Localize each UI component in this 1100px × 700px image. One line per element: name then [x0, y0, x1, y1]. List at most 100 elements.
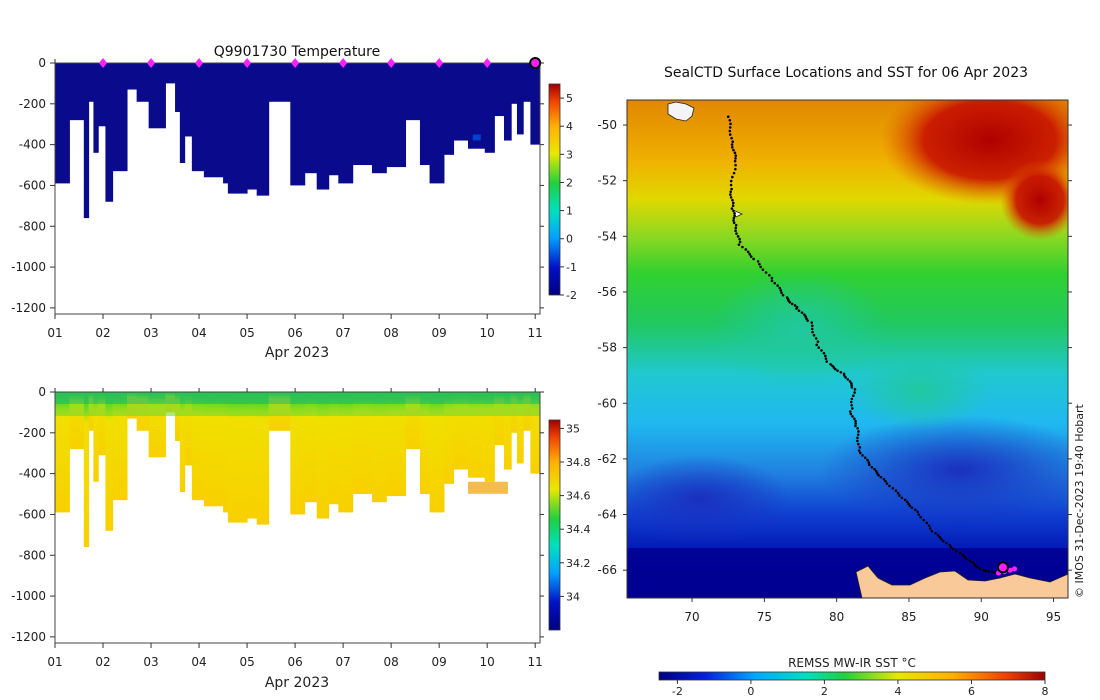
track-point [896, 491, 900, 495]
track-point [882, 477, 886, 481]
track-point [806, 319, 809, 322]
track-point [758, 262, 761, 266]
profile-column [223, 63, 229, 184]
sst-colorbar-tick-label: 6 [968, 685, 975, 698]
track-point [817, 346, 821, 349]
profile-column [523, 63, 531, 102]
track-point [844, 376, 847, 379]
x-tick-label: 06 [287, 655, 302, 669]
subsurface-layer [55, 404, 540, 416]
track-point [795, 307, 798, 310]
track-point [730, 187, 733, 191]
track-point [815, 343, 819, 347]
track-point [903, 498, 907, 502]
track-point [894, 489, 898, 492]
track-point [836, 369, 839, 372]
sst-colorbar-tick-label: -2 [672, 685, 683, 698]
x-tick-label: 03 [143, 326, 158, 340]
track-point [877, 473, 880, 477]
track-point [990, 570, 994, 574]
profile-column [227, 392, 248, 523]
track-point [854, 424, 857, 428]
surface-marker [291, 58, 300, 68]
temperature-profiles [55, 63, 541, 219]
track-point [773, 281, 777, 285]
salinity-colorbar-ticks: 34 34.2 34.4 34.6 34.8 35 [560, 422, 591, 603]
colorbar-tick-label: 34 [566, 590, 580, 603]
track-point [919, 516, 923, 519]
track-point [734, 167, 737, 171]
track-point [888, 484, 891, 488]
track-point [825, 360, 829, 363]
track-point [735, 232, 738, 235]
track-point [867, 461, 871, 464]
track-point [858, 451, 862, 455]
track-point [856, 436, 859, 440]
track-point [730, 207, 734, 210]
track-point [729, 190, 732, 194]
track-point [731, 204, 735, 208]
track-point [974, 564, 977, 567]
lat-tick-label: -60 [597, 396, 617, 410]
colorbar-tick-label: 34.6 [566, 490, 591, 503]
sst-colorbar-ticks: -2 0 2 4 6 8 [672, 680, 1049, 698]
track-point [781, 293, 785, 297]
y-tick-label: -1200 [11, 301, 46, 315]
profile-column [386, 392, 407, 497]
track-point [854, 419, 857, 423]
profile-column [105, 63, 114, 202]
track-point [805, 317, 808, 320]
track-point [879, 475, 883, 479]
lat-tick-label: -66 [597, 563, 617, 577]
track-point [987, 570, 991, 573]
temperature-surface-markers [99, 57, 542, 69]
sst-field [627, 100, 1068, 598]
profile-column [191, 63, 205, 172]
track-point [975, 565, 979, 569]
track-point [778, 286, 782, 290]
profile-column [191, 392, 205, 501]
track-point [875, 471, 879, 475]
track-point [770, 279, 774, 283]
profile-column [429, 63, 445, 184]
profile-column [316, 392, 330, 519]
track-point [780, 291, 783, 295]
map-frame [626, 99, 1069, 599]
x-tick-label: 11 [528, 655, 543, 669]
profile-column [352, 392, 373, 495]
map-latitude-axis: -50 -52 -54 -56 -58 -60 -62 -64 -66 [597, 118, 1072, 577]
temperature-colorbar [548, 83, 561, 296]
track-point [898, 494, 901, 497]
profile-column [405, 63, 421, 121]
y-tick-label: -400 [19, 138, 46, 152]
track-point [849, 412, 853, 416]
profile-column [290, 392, 306, 515]
y-tick-label: -600 [19, 178, 46, 192]
track-point [728, 133, 732, 136]
track-point [734, 154, 738, 157]
track-point [852, 394, 855, 397]
profile-column [55, 392, 70, 513]
track-point [746, 250, 750, 254]
salty-patch [467, 481, 508, 494]
track-point [850, 403, 853, 407]
y-tick-label: -200 [19, 97, 46, 111]
track-point [741, 245, 744, 249]
surface-marker [147, 58, 156, 68]
x-tick-label: 05 [239, 655, 254, 669]
profile-column [328, 392, 339, 505]
colorbar-tick-label: 1 [566, 205, 573, 218]
track-point [955, 549, 958, 553]
track-point [925, 521, 929, 525]
temperature-y-axis: 0 -200 -400 -600 -800 -1000 -1200 [11, 56, 544, 315]
profile-column [179, 63, 186, 163]
profile-column [112, 392, 128, 501]
x-tick-label: 01 [47, 326, 62, 340]
latest-surface-marker [529, 57, 542, 69]
profile-column [371, 392, 387, 503]
colorbar-tick-label: -1 [566, 261, 577, 274]
track-point [942, 539, 945, 543]
land-mass [855, 565, 1068, 598]
temperature-panel: Q9901730 Temperature 0 -200 -400 -600 -800 -1… [11, 44, 577, 361]
